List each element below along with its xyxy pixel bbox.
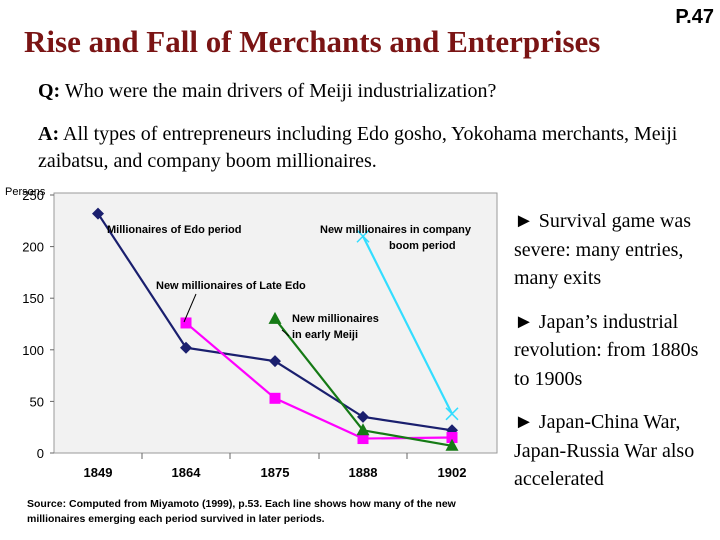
- bullet-list: ► Survival game was severe: many entries…: [514, 207, 714, 509]
- answer-text: All types of entrepreneurs including Edo…: [38, 123, 678, 172]
- data-point: [356, 423, 370, 436]
- bullet-item: ► Japan’s industrial revolution: from 18…: [514, 308, 714, 394]
- y-tick-label: 200: [22, 240, 44, 255]
- x-tick-label: 1875: [261, 465, 290, 480]
- answer: A: All types of entrepreneurs including …: [38, 121, 700, 175]
- question-lead: Q:: [38, 80, 61, 102]
- annotation-label: boom period: [389, 240, 456, 252]
- bullet-text: Survival game was severe: many entries, …: [514, 210, 691, 289]
- data-point: [269, 392, 281, 404]
- annotation-label: New millionaires in company: [320, 224, 472, 236]
- x-tick-label: 1864: [172, 465, 202, 480]
- y-tick-label: 150: [22, 291, 44, 306]
- y-tick-label: 100: [22, 343, 44, 358]
- bullet-marker: ►: [514, 411, 534, 433]
- annotation-label: in early Meiji: [292, 329, 358, 341]
- series-line: [362, 235, 453, 415]
- data-point: [357, 433, 369, 445]
- y-tick-label: 0: [37, 446, 44, 461]
- page-title: Rise and Fall of Merchants and Enterpris…: [24, 24, 601, 59]
- chart-svg: Persons 0 50 100 150 200 250 1849 1864 1875 1888 19…: [5, 186, 498, 480]
- data-point: [180, 317, 192, 329]
- data-point: [268, 311, 282, 324]
- data-point: [356, 229, 370, 243]
- page-number: P.47: [675, 6, 714, 28]
- x-tick-label: 1888: [349, 465, 378, 480]
- x-tick-label: 1849: [84, 465, 113, 480]
- data-point: [446, 432, 458, 444]
- bullet-item: ► Survival game was severe: many entries…: [514, 207, 714, 293]
- data-point: [92, 207, 104, 220]
- y-tick-label: 250: [22, 188, 44, 203]
- annotation-label: Millionaires of Edo period: [107, 224, 241, 236]
- y-tick-label: 50: [30, 394, 44, 409]
- data-point: [180, 341, 192, 354]
- annotation-leader: [183, 293, 197, 323]
- question-text: Who were the main drivers of Meiji indus…: [60, 80, 497, 102]
- bullet-text: Japan’s industrial revolution: from 1880…: [514, 310, 699, 390]
- annotation-label: New millionaires: [292, 313, 379, 325]
- y-axis-label: Persons: [5, 186, 46, 198]
- source-note: Source: Computed from Miyamoto (1999), p…: [27, 498, 456, 525]
- bullet-marker: ►: [514, 210, 534, 232]
- annotation-label: New millionaires of Late Edo: [156, 280, 306, 292]
- bullet-text: Japan-China War, Japan-Russia War also a…: [514, 411, 695, 490]
- question: Q: Who were the main drivers of Meiji in…: [38, 78, 700, 105]
- x-tick-label: 1902: [438, 465, 467, 480]
- data-point: [269, 355, 281, 368]
- data-point: [445, 407, 459, 421]
- data-point: [357, 410, 369, 423]
- chart: Persons 0 50 100 150 200 250 1849 1864 1875 1888 19…: [0, 180, 500, 535]
- data-point: [445, 438, 459, 451]
- bullet-marker: ►: [514, 310, 534, 333]
- answer-lead: A:: [38, 123, 60, 145]
- bullet-item: ► Japan-China War, Japan-Russia War also…: [514, 408, 714, 494]
- annotation-leader: [281, 329, 290, 337]
